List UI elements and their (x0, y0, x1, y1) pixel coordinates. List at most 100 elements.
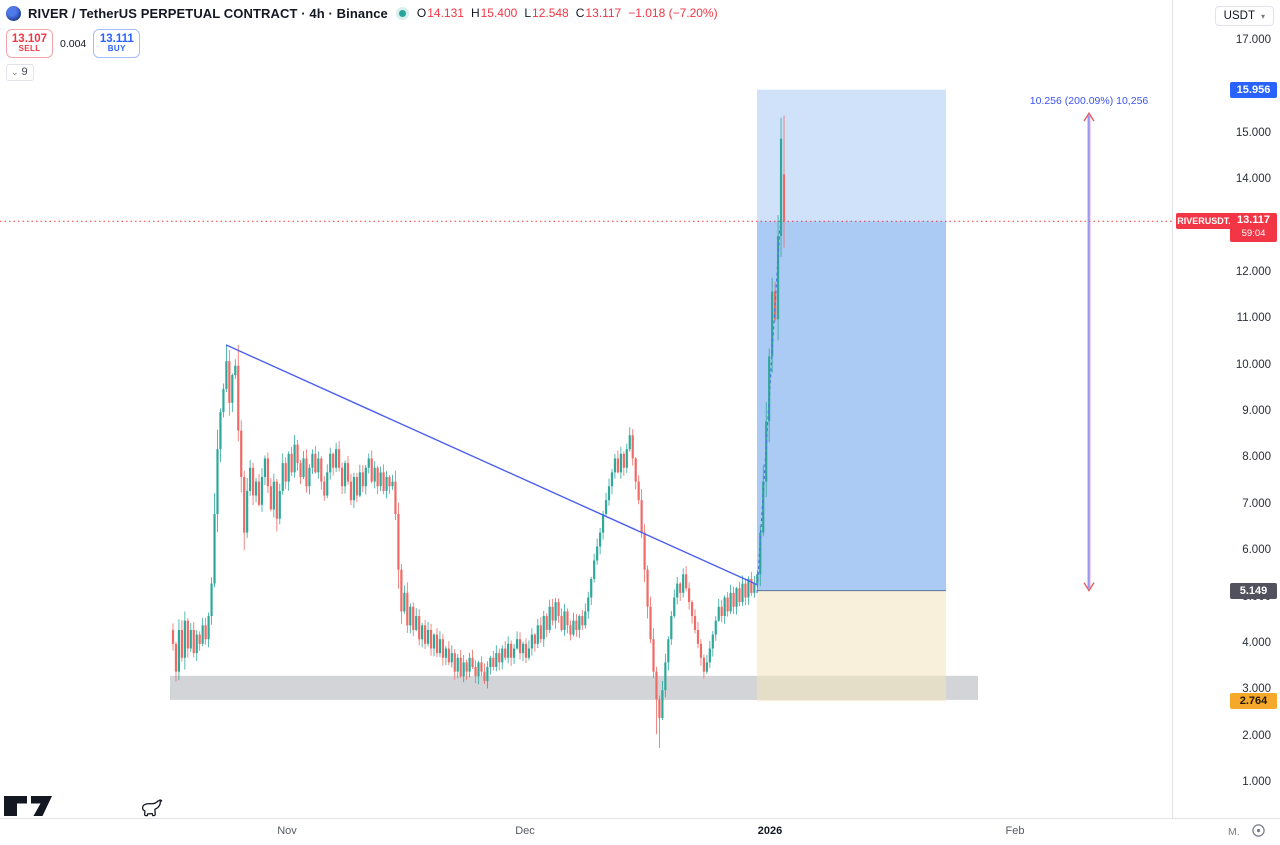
chart-canvas[interactable] (0, 0, 1172, 818)
buy-price: 13.111 (99, 33, 134, 46)
candle-body (566, 611, 569, 626)
candle-body (388, 476, 391, 487)
candle-body (747, 578, 750, 598)
candle-body (317, 458, 320, 473)
candle-body (726, 597, 729, 612)
candle-body (640, 500, 643, 533)
price-badge-current: 13.117 59:04 (1230, 213, 1277, 243)
candle-body (578, 616, 581, 630)
candle-body (507, 643, 510, 658)
candle-body (604, 500, 608, 515)
candle-body (596, 546, 599, 561)
candle-body (542, 616, 545, 640)
buy-button[interactable]: 13.111 BUY (93, 29, 141, 58)
candle-body (536, 625, 539, 644)
price-tick-label: 15.000 (1235, 127, 1271, 139)
candle-body (492, 657, 495, 668)
candle-body (486, 667, 489, 681)
candle-body (373, 467, 376, 482)
candle-body (554, 602, 557, 621)
axis-settings-gear-icon[interactable] (1251, 823, 1266, 843)
candle-body (394, 481, 397, 515)
projection-dashed-line[interactable] (756, 226, 781, 593)
market-status-dot[interactable] (398, 9, 406, 17)
price-axis[interactable]: 17.000 15.000 14.000 12.000 11.000 10.000 9.00… (1172, 0, 1280, 818)
candle-body (533, 634, 536, 644)
candle-body (340, 467, 344, 487)
legend-collapse-chip[interactable]: ⌄ 9 (6, 64, 34, 81)
time-tick-label: Feb (1005, 825, 1025, 837)
candle-body (329, 453, 332, 473)
currency-selector[interactable]: USDT ▾ (1214, 6, 1274, 26)
candle-body (296, 444, 299, 464)
price-tick-label: 7.000 (1242, 497, 1271, 510)
candle-body (207, 616, 210, 640)
candle-body (628, 435, 631, 450)
candle-body (269, 486, 272, 510)
candle-body (637, 481, 640, 501)
candle-body (367, 458, 370, 468)
candle-body (216, 449, 219, 515)
time-axis[interactable]: M. Nov Dec 2026 Feb (0, 818, 1280, 845)
candle-body (257, 481, 261, 505)
sell-price: 13.107 (11, 33, 48, 46)
candle-body (358, 472, 361, 496)
candle-body (510, 643, 513, 658)
dinosaur-sticker[interactable] (139, 797, 165, 826)
candle-body (272, 481, 275, 510)
candle-body (293, 444, 296, 473)
price-tick-label: 2.000 (1242, 729, 1271, 742)
candle-body (246, 490, 249, 533)
candle-body (210, 583, 213, 617)
candle-body (219, 412, 222, 450)
sell-button[interactable]: 13.107 SELL (6, 29, 53, 58)
candle-body (349, 481, 353, 501)
candle-body (361, 472, 364, 487)
price-badge-target: 15.956 (1230, 81, 1277, 98)
target-box-lower[interactable] (757, 221, 946, 591)
candle-body (732, 592, 735, 607)
candle-body (174, 643, 178, 672)
candle-body (735, 588, 738, 607)
candle-body (198, 634, 201, 644)
price-tick-label: 17.000 (1235, 34, 1271, 47)
candle-body (249, 467, 252, 491)
candle-body (575, 620, 578, 630)
chevron-down-icon: ⌄ (11, 66, 19, 77)
candle-body (705, 662, 708, 672)
candle-body (456, 657, 459, 672)
current-price-value: 13.117 (1236, 214, 1271, 227)
trendline-drawing[interactable] (225, 344, 759, 586)
candle-body (243, 476, 246, 533)
symbol-title[interactable]: RIVER / TetherUS PERPETUAL CONTRACT · 4h… (28, 5, 388, 21)
candle-body (708, 648, 711, 663)
candle-body (765, 421, 768, 482)
price-tick-label: 14.000 (1235, 173, 1271, 186)
candle-body (634, 458, 637, 482)
spread-value: 0.004 (60, 37, 87, 50)
candle-body (471, 657, 474, 668)
entry-zone-box[interactable] (757, 590, 946, 702)
low-value: 12.548 (532, 6, 569, 20)
price-tick-label: 11.000 (1236, 312, 1271, 325)
candle-body (480, 662, 483, 672)
candle-body (512, 648, 516, 658)
candle-body (379, 472, 382, 487)
candle-body (690, 602, 694, 617)
price-range-label[interactable]: 10.256 (200.09%) 10,256 (1029, 95, 1149, 108)
timezone-label[interactable]: M. (1228, 826, 1240, 838)
candle-body (776, 235, 780, 320)
candle-body (424, 625, 427, 644)
price-tick-label: 8.000 (1242, 451, 1271, 464)
candle-body (370, 458, 373, 482)
candle-body (477, 662, 480, 677)
target-box-upper[interactable] (757, 89, 946, 222)
candle-body (438, 639, 442, 654)
candle-body (355, 476, 358, 496)
candle-body (326, 472, 329, 496)
candle-body (587, 597, 590, 612)
candle-body (560, 616, 563, 630)
candle-body (723, 597, 726, 617)
tradingview-logo[interactable] (4, 794, 62, 823)
arrow-up-head-icon (1083, 111, 1095, 122)
